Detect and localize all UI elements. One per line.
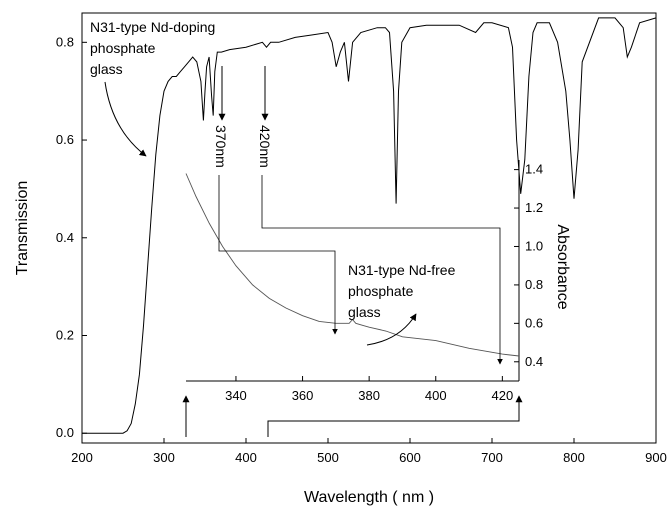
x-tick-label: 200 bbox=[71, 450, 93, 465]
marker-370-connector bbox=[218, 175, 338, 335]
inset-x-tick-label: 420 bbox=[491, 388, 513, 403]
inset-x-tick-label: 340 bbox=[225, 388, 247, 403]
x-tick-label: 900 bbox=[645, 450, 667, 465]
inset-y-tick-label: 0.4 bbox=[525, 354, 543, 369]
y-tick-label: 0.4 bbox=[56, 230, 74, 245]
doped-glass-transmission-line bbox=[82, 17, 657, 434]
marker-420-connector bbox=[261, 175, 503, 365]
y-tick-label: 0.0 bbox=[56, 425, 74, 440]
inset-right-up-arrow bbox=[267, 395, 523, 437]
doped-glass-label-line2: phosphate bbox=[90, 40, 156, 56]
y-tick-label: 0.2 bbox=[56, 328, 74, 343]
x-tick-label: 800 bbox=[563, 450, 585, 465]
x-tick-label: 400 bbox=[235, 450, 257, 465]
main-plot-frame bbox=[81, 12, 657, 444]
x-tick-label: 300 bbox=[153, 450, 175, 465]
x-tick-label: 500 bbox=[317, 450, 339, 465]
marker-420-label: 420nm bbox=[257, 125, 273, 168]
free-glass-label-line1: N31-type Nd-free bbox=[348, 262, 456, 278]
inset-y-tick-label: 1.4 bbox=[525, 162, 543, 177]
y-axis-title: Transmission bbox=[14, 181, 31, 276]
inset-axes: 340 360 380 400 420 0.4 0.6 0.8 1.0 1.2 1.4 bbox=[186, 160, 543, 403]
free-glass-label-line3: glass bbox=[348, 304, 381, 320]
inset-y-tick-label: 0.8 bbox=[525, 277, 543, 292]
inset-y-axis-title: Absorbance bbox=[554, 224, 571, 309]
x-tick-label: 700 bbox=[481, 450, 503, 465]
inset-y-tick-label: 1.2 bbox=[525, 200, 543, 215]
doped-glass-label-line1: N31-type Nd-doping bbox=[90, 19, 215, 35]
x-axis-title: Wavelength ( nm ) bbox=[304, 489, 434, 506]
y-tick-label: 0.6 bbox=[56, 132, 74, 147]
x-tick-label: 600 bbox=[399, 450, 421, 465]
free-glass-label-line2: phosphate bbox=[348, 283, 414, 299]
main-series-group bbox=[82, 17, 657, 434]
inset-x-tick-label: 380 bbox=[358, 388, 380, 403]
marker-370-label: 370nm bbox=[213, 125, 229, 168]
inset-y-tick-label: 1.0 bbox=[525, 238, 543, 253]
free-glass-absorbance-line bbox=[185, 173, 520, 357]
inset-x-tick-label: 360 bbox=[292, 388, 314, 403]
doped-glass-label-line3: glass bbox=[90, 61, 123, 77]
inset-series-group bbox=[185, 173, 520, 357]
free-label-arrow bbox=[366, 313, 417, 346]
inset-x-tick-label: 400 bbox=[425, 388, 447, 403]
inset-y-tick-label: 0.6 bbox=[525, 315, 543, 330]
doped-label-arrow bbox=[104, 81, 147, 157]
y-tick-label: 0.8 bbox=[56, 34, 74, 49]
